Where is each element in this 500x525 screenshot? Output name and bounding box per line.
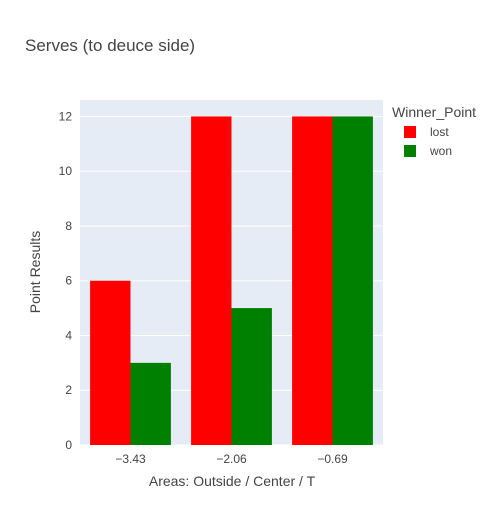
- legend-label-won[interactable]: won: [429, 144, 452, 158]
- x-tick-label: −2.06: [216, 452, 247, 466]
- bars: [90, 116, 373, 445]
- legend[interactable]: Winner_Point lost won: [392, 104, 476, 158]
- x-axis-ticks: −3.43 −2.06 −0.69: [115, 452, 348, 466]
- bar-won[interactable]: [332, 116, 373, 445]
- x-tick-label: −3.43: [115, 452, 146, 466]
- legend-label-lost[interactable]: lost: [430, 125, 449, 139]
- y-tick-label: 8: [65, 219, 72, 233]
- bar-lost[interactable]: [191, 116, 232, 445]
- y-tick-label: 12: [59, 109, 73, 123]
- y-axis-ticks: 0 2 4 6 8 10 12: [59, 109, 73, 452]
- chart-title: Serves (to deuce side): [25, 36, 195, 55]
- x-tick-label: −0.69: [317, 452, 348, 466]
- bar-won[interactable]: [231, 308, 272, 445]
- y-tick-label: 6: [65, 274, 72, 288]
- bar-lost[interactable]: [292, 116, 333, 445]
- y-tick-label: 0: [65, 438, 72, 452]
- y-axis-title: Point Results: [27, 231, 43, 313]
- x-axis-title: Areas: Outside / Center / T: [149, 473, 316, 489]
- y-tick-label: 2: [65, 383, 72, 397]
- bar-won[interactable]: [130, 362, 171, 445]
- legend-swatch-won: [404, 145, 416, 157]
- y-tick-label: 4: [65, 328, 72, 342]
- y-tick-label: 10: [59, 164, 73, 178]
- legend-swatch-lost: [404, 126, 416, 138]
- bar-lost[interactable]: [90, 280, 131, 445]
- legend-title: Winner_Point: [392, 104, 476, 120]
